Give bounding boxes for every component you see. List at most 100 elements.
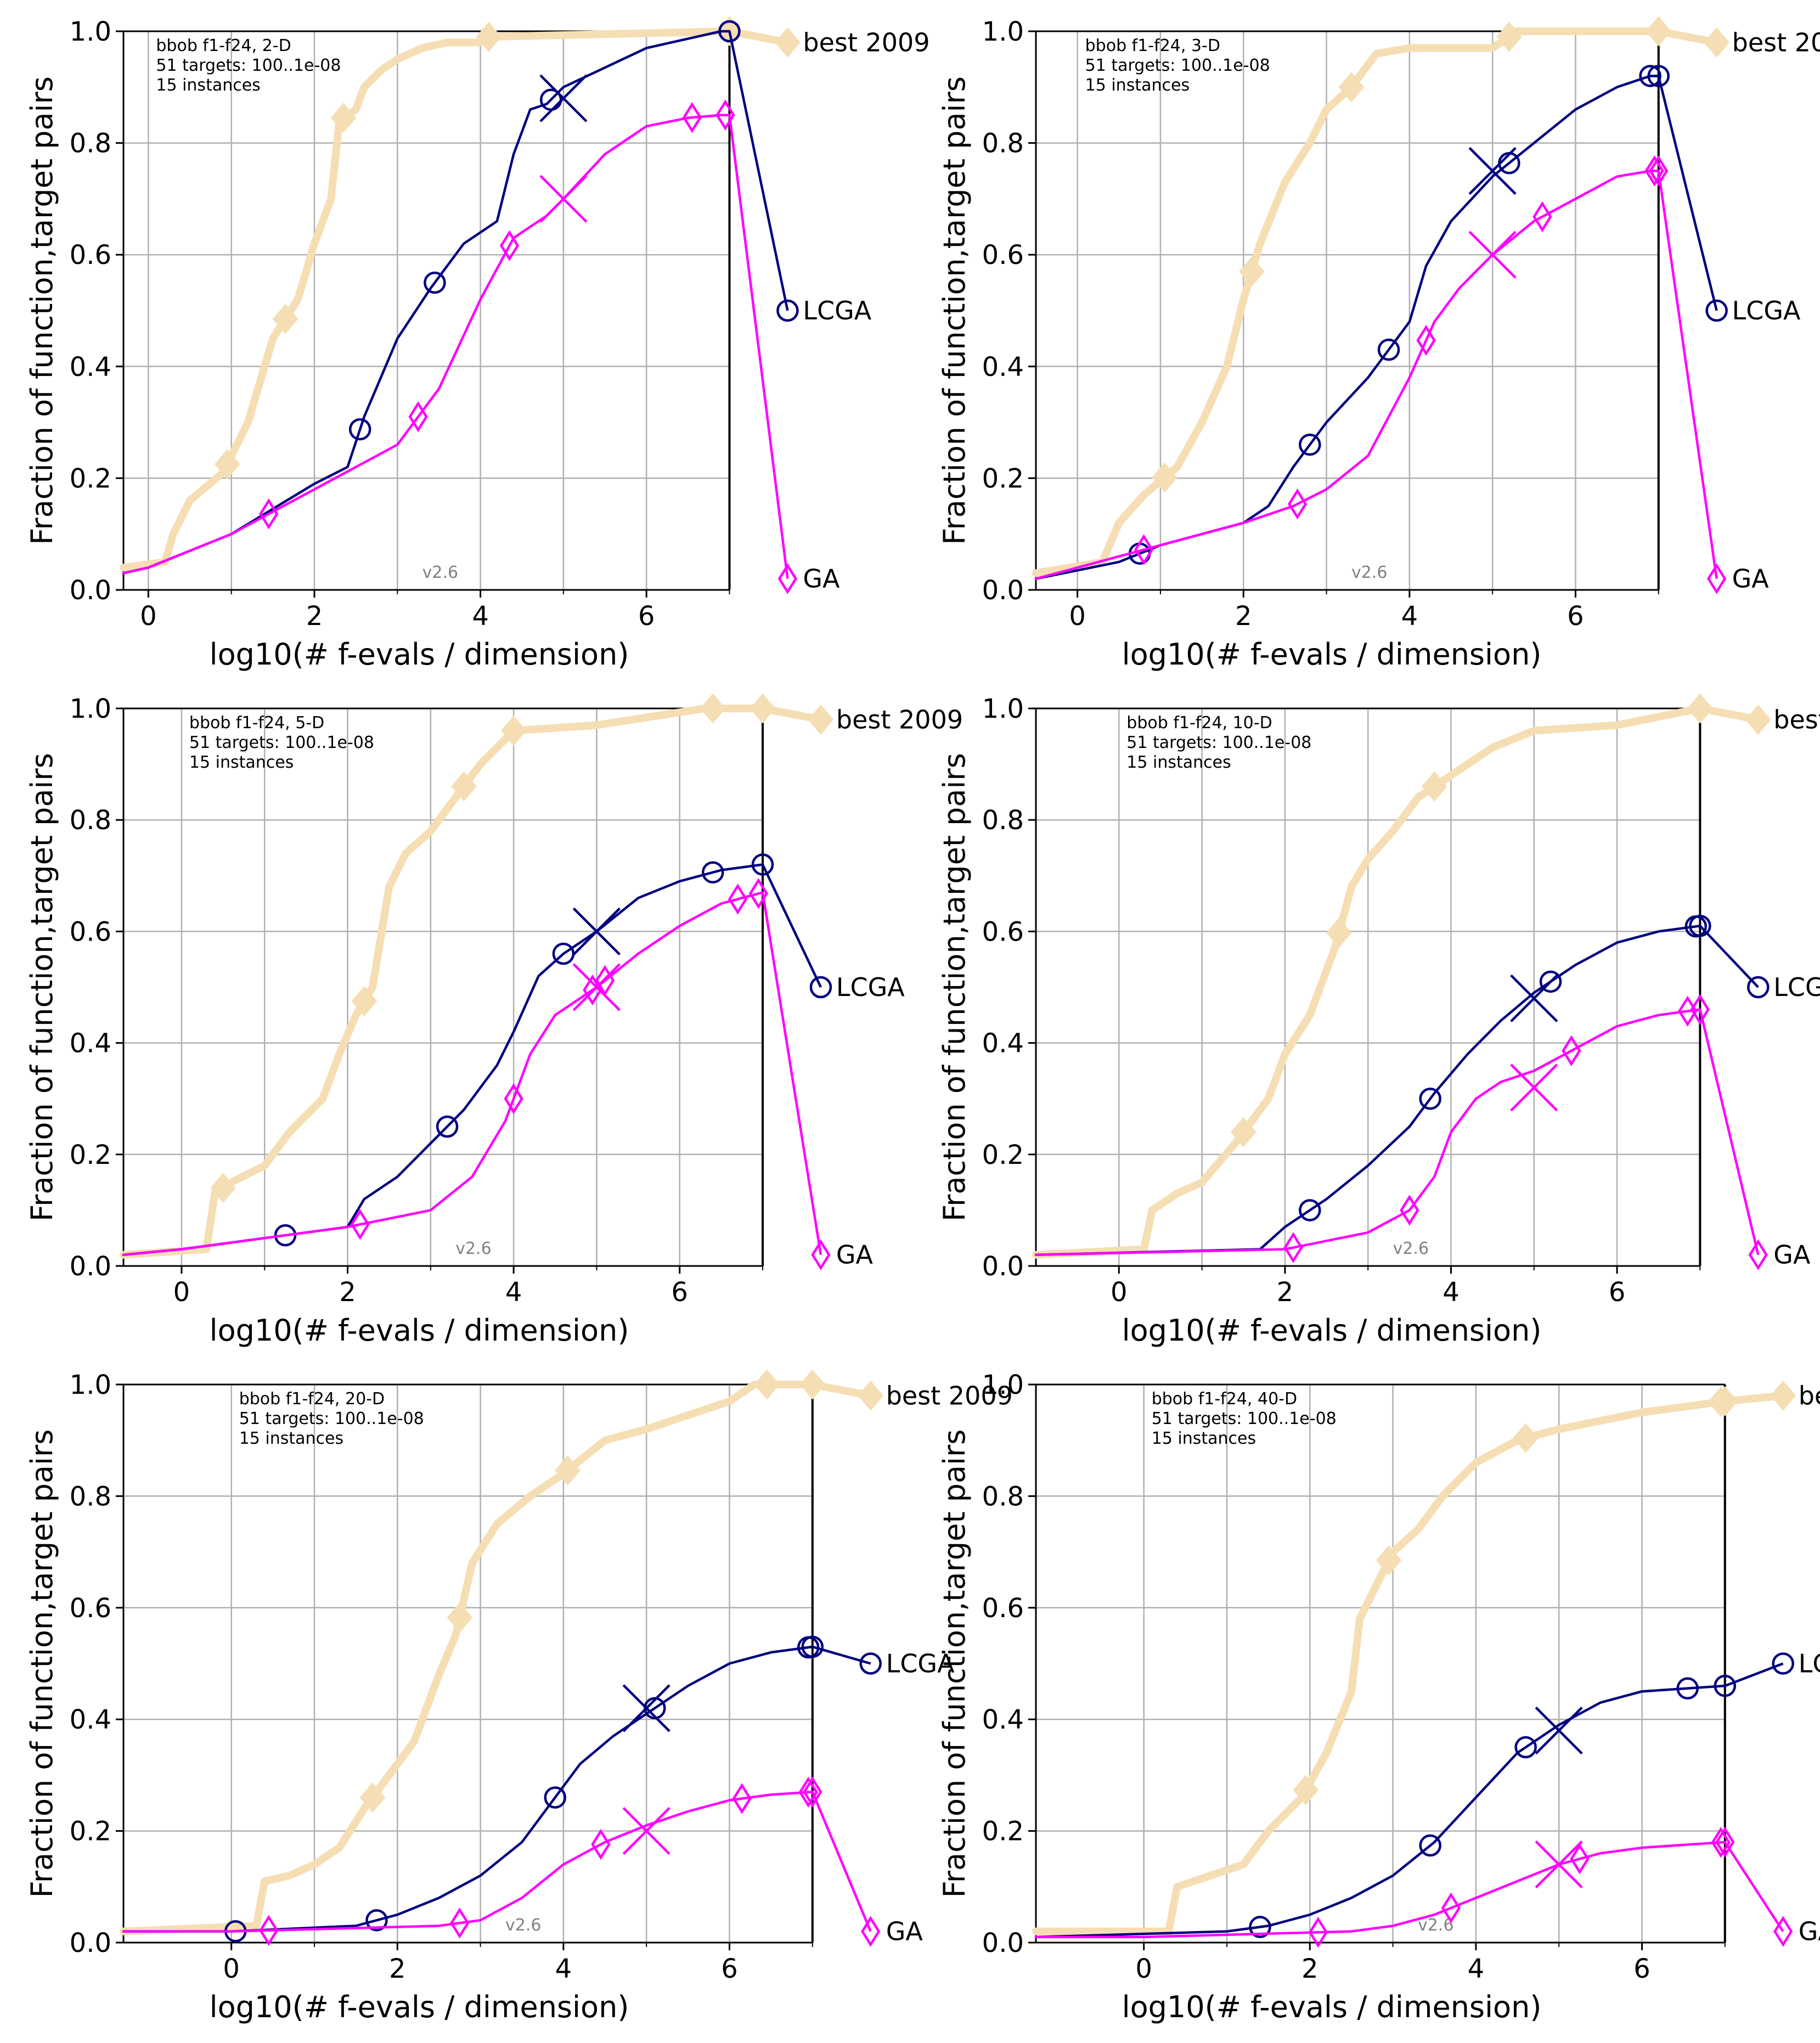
budget-cross-marker [1510, 974, 1558, 1022]
series-line-ga [122, 891, 764, 1256]
data-marker [1647, 65, 1670, 87]
data-marker [1308, 1917, 1328, 1948]
x-axis-label: log10(# f-evals / dimension) [210, 637, 629, 672]
series-ga: GA [1034, 994, 1811, 1270]
y-tick-label: 0.4 [982, 1704, 1024, 1735]
grid [123, 30, 730, 591]
data-marker [1283, 1232, 1303, 1263]
info-line: 51 targets: 100..1e-08 [1126, 733, 1311, 752]
y-axis-label: Fraction of function,target pairs [937, 76, 972, 545]
data-marker [210, 1173, 236, 1203]
y-tick-label: 0.8 [70, 805, 111, 836]
data-marker [1570, 1843, 1590, 1875]
data-marker [259, 1915, 279, 1946]
y-tick-label: 0.8 [70, 128, 111, 159]
series-best-2009: best 2009 [1032, 693, 1820, 1259]
y-tick-label: 0.6 [70, 240, 111, 271]
x-tick-label: 0 [1069, 601, 1086, 632]
x-tick-label: 0 [1111, 1277, 1128, 1308]
series-line-ga [122, 1791, 814, 1933]
grid [1036, 707, 1700, 1267]
y-tick-label: 0.2 [70, 1816, 111, 1847]
data-marker [1646, 16, 1672, 47]
data-marker [476, 21, 502, 52]
y-tick-label: 0.8 [982, 1481, 1024, 1512]
data-marker [751, 853, 774, 876]
info-line: 51 targets: 100..1e-08 [239, 1409, 424, 1428]
series-lcga: LCGA [122, 20, 872, 575]
series-end-marker [777, 563, 798, 594]
series-end-connector [1657, 75, 1718, 311]
series-end-marker [1772, 1652, 1794, 1675]
y-tick-label: 0.2 [982, 1140, 1024, 1170]
chart-panel-2-d: 0 2 4 6 0.0 0.2 0.4 0.6 0.8 1.0 log10(# f-evals / … [25, 16, 930, 672]
series-end-marker [808, 704, 834, 735]
legend-label-ga: GA [886, 1917, 923, 1946]
legend-label-lcga: LCGA [836, 972, 905, 1002]
data-marker [728, 883, 748, 915]
data-marker [1676, 1677, 1699, 1700]
data-marker [451, 771, 477, 802]
data-marker [754, 1369, 780, 1400]
y-tick-label: 0.2 [982, 463, 1024, 494]
data-marker [544, 1786, 567, 1809]
data-marker [1230, 1117, 1256, 1147]
legend-label-best-2009: best 2009 [1773, 705, 1820, 734]
series-end-marker [858, 1380, 884, 1411]
series-ga: GA [122, 99, 840, 594]
x-tick-label: 2 [1235, 601, 1252, 632]
data-marker [595, 965, 615, 997]
data-marker [214, 449, 240, 480]
series-end-connector [1657, 171, 1718, 579]
data-marker [682, 102, 702, 133]
y-tick-label: 0.0 [982, 575, 1024, 606]
data-marker [1419, 1834, 1441, 1857]
y-tick-label: 1.0 [982, 1370, 1024, 1400]
x-tick-label: 6 [1609, 1277, 1626, 1308]
info-line: 51 targets: 100..1e-08 [156, 56, 341, 75]
x-tick-label: 0 [140, 601, 157, 632]
budget-cross-marker [622, 1807, 670, 1855]
x-axis-label: log10(# f-evals / dimension) [210, 1313, 629, 1348]
info-line: 15 instances [156, 76, 260, 95]
data-marker [408, 401, 428, 432]
info-line: 15 instances [1152, 1429, 1256, 1448]
series-line-best-2009 [1032, 705, 1704, 1259]
series-best-2009: best 2009 [120, 1369, 1013, 1935]
y-tick-label: 0.2 [70, 463, 111, 494]
data-marker [1287, 488, 1308, 520]
data-marker [1239, 256, 1265, 287]
data-marker [450, 1907, 470, 1939]
info-line: bbob f1-f24, 5-D [189, 713, 324, 733]
info-line: 15 instances [239, 1429, 343, 1448]
data-marker [1496, 21, 1522, 52]
data-marker [436, 1115, 459, 1138]
y-tick-label: 0.0 [70, 1928, 111, 1958]
y-tick-label: 0.4 [982, 352, 1024, 382]
info-line: 15 instances [1085, 76, 1190, 95]
series-line-ga [1034, 1841, 1727, 1939]
legend-label-ga: GA [1732, 564, 1770, 594]
y-tick-label: 0.6 [982, 1593, 1024, 1624]
series-line-lcga [122, 1645, 814, 1933]
data-marker [1441, 1892, 1461, 1924]
x-tick-label: 2 [1277, 1277, 1294, 1308]
data-marker [1419, 1087, 1441, 1110]
series-line-ga [1034, 170, 1660, 580]
data-marker [1513, 1423, 1539, 1454]
x-tick-label: 0 [173, 1277, 190, 1308]
chart-panel-20-d: 0 2 4 6 0.0 0.2 0.4 0.6 0.8 1.0 log10(# f-evals / … [25, 1369, 1013, 2024]
legend-label-lcga: LCGA [803, 296, 871, 325]
series-end-marker [775, 27, 801, 58]
data-marker [1562, 1035, 1581, 1067]
data-marker [1532, 201, 1552, 233]
series-end-connector [728, 31, 789, 311]
series-end-marker [1770, 1380, 1796, 1411]
budget-cross-marker [1468, 230, 1517, 279]
y-tick-label: 0.0 [70, 1251, 111, 1282]
series-best-2009: best 2009 [1032, 16, 1820, 577]
data-marker [424, 271, 446, 294]
budget-cross-marker [539, 175, 588, 223]
legend-label-best-2009: best 2009 [886, 1381, 1013, 1410]
y-tick-label: 0.4 [982, 1028, 1024, 1059]
